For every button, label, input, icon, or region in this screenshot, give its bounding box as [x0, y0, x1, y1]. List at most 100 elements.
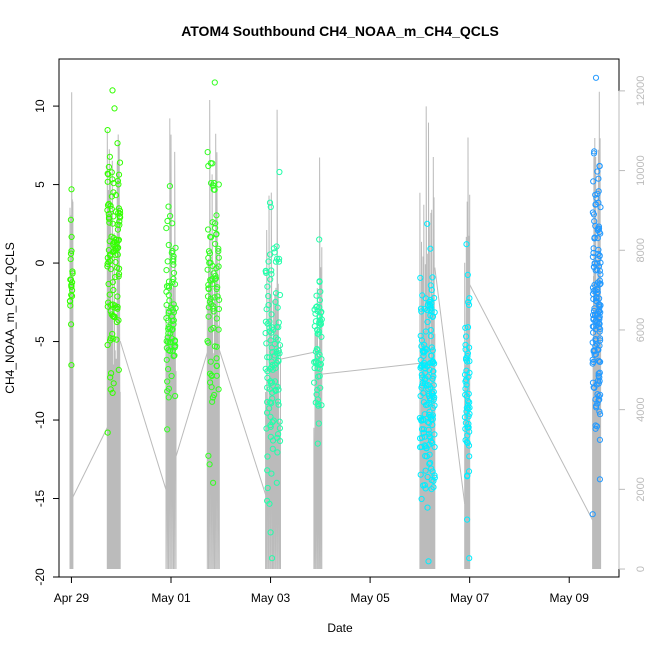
data-point: [268, 311, 275, 318]
data-point: [112, 242, 119, 250]
data-point: [591, 148, 598, 155]
data-point: [316, 278, 323, 285]
data-point: [169, 278, 176, 286]
x-axis-label: Date: [327, 621, 353, 635]
data-point: [466, 369, 473, 376]
data-point: [318, 402, 325, 409]
data-point: [463, 241, 470, 248]
data-point: [594, 227, 601, 234]
data-point: [165, 241, 172, 249]
data-point: [466, 358, 473, 365]
data-point: [104, 303, 111, 310]
data-point: [169, 220, 176, 227]
data-point: [266, 318, 273, 325]
y2-tick-label: 12000: [635, 76, 647, 107]
data-point: [312, 348, 319, 355]
data-point: [107, 257, 114, 265]
data-point: [211, 391, 218, 399]
data-point: [209, 160, 216, 167]
data-point: [206, 298, 213, 305]
data-point: [596, 252, 603, 259]
data-point: [208, 326, 215, 333]
data-point: [215, 248, 222, 255]
data-point: [274, 336, 281, 343]
data-point: [427, 312, 434, 319]
data-point: [427, 327, 434, 334]
altitude-transit-3: [175, 352, 208, 457]
data-point: [464, 350, 471, 357]
data-point: [316, 313, 323, 320]
data-point: [262, 268, 269, 275]
data-point: [263, 340, 270, 347]
data-point: [271, 249, 278, 256]
data-point: [417, 305, 425, 312]
data-point: [315, 373, 322, 380]
data-point: [163, 283, 171, 290]
data-point: [163, 302, 170, 309]
data-point: [591, 281, 598, 288]
data-point: [104, 263, 111, 270]
data-point: [590, 358, 597, 366]
altitude-transit-5: [280, 351, 314, 360]
data-point: [426, 460, 433, 467]
data-point: [464, 439, 471, 447]
data-point: [172, 244, 179, 251]
data-point: [212, 240, 219, 247]
data-point: [431, 402, 438, 409]
data-point: [267, 399, 274, 406]
data-point: [204, 338, 211, 345]
data-point: [267, 529, 274, 536]
data-point: [592, 287, 599, 294]
data-point: [275, 386, 282, 393]
data-point: [418, 495, 425, 503]
data-point: [69, 270, 76, 277]
data-point: [424, 473, 431, 481]
data-point: [272, 334, 279, 341]
data-point: [164, 217, 171, 225]
data-point: [209, 398, 216, 405]
data-point: [163, 338, 170, 345]
data-point: [591, 351, 598, 358]
data-point: [594, 281, 601, 288]
data-point: [464, 472, 471, 479]
data-point: [171, 352, 178, 359]
data-point: [464, 516, 471, 523]
data-point: [166, 347, 174, 354]
data-point: [104, 127, 111, 134]
data-point: [211, 79, 218, 86]
data-point: [424, 220, 431, 227]
data-point: [168, 372, 175, 380]
y-tick-label: -15: [33, 490, 47, 508]
data-point: [592, 201, 599, 208]
data-point: [465, 301, 473, 308]
data-point: [463, 333, 470, 340]
data-point: [419, 374, 426, 381]
data-point: [318, 316, 325, 323]
data-point: [427, 459, 434, 466]
data-point: [589, 253, 597, 260]
data-point: [68, 291, 75, 298]
data-point: [115, 366, 122, 373]
data-point: [213, 362, 220, 370]
data-point: [216, 296, 223, 303]
data-point: [111, 314, 118, 321]
data-point: [108, 370, 115, 377]
data-point: [113, 336, 120, 343]
data-point: [267, 413, 274, 420]
plot-frame: [58, 58, 620, 578]
altitude-profile-flight2b: [206, 99, 220, 570]
y2-tick-label: 10000: [635, 155, 647, 186]
data-point: [273, 255, 281, 262]
y-tick-label: -5: [33, 336, 47, 347]
data-point: [111, 238, 118, 245]
data-point: [428, 308, 435, 315]
data-point: [596, 163, 603, 170]
data-point: [114, 264, 121, 271]
data-point: [213, 355, 220, 362]
data-point: [215, 305, 222, 313]
data-point: [426, 298, 433, 305]
data-point: [268, 364, 275, 371]
data-point: [430, 396, 437, 403]
data-point: [276, 342, 284, 349]
